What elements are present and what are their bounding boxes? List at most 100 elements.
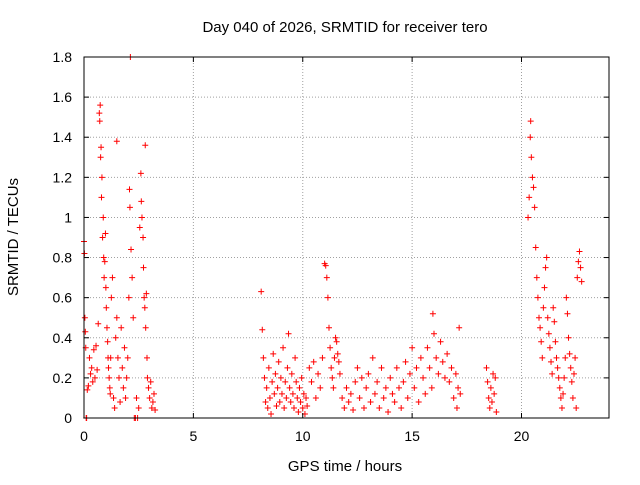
data-point — [574, 274, 581, 281]
data-point — [289, 390, 296, 397]
data-point — [270, 350, 277, 357]
data-point — [492, 374, 499, 381]
data-point — [152, 406, 159, 413]
data-point — [113, 138, 120, 145]
data-point — [448, 364, 455, 371]
data-point — [378, 364, 385, 371]
data-point — [527, 134, 534, 141]
data-point — [140, 264, 147, 271]
data-point — [86, 354, 93, 361]
data-point — [557, 394, 564, 401]
data-point — [286, 384, 293, 391]
data-point — [527, 118, 534, 125]
y-tick-label: 0.6 — [53, 290, 73, 306]
data-point — [562, 354, 569, 361]
data-point — [567, 364, 574, 371]
data-point — [577, 264, 584, 271]
data-point — [291, 404, 297, 411]
data-point — [145, 384, 152, 391]
data-point — [435, 370, 442, 377]
data-point — [148, 404, 155, 411]
data-point — [285, 330, 292, 337]
data-point — [114, 354, 121, 361]
data-point — [450, 394, 457, 401]
data-point — [365, 370, 372, 377]
data-point — [563, 294, 570, 301]
data-point — [137, 170, 144, 177]
data-point — [488, 398, 495, 405]
data-point — [315, 370, 322, 377]
data-point — [107, 354, 114, 361]
data-point — [417, 354, 424, 361]
grid-layer — [84, 57, 609, 418]
y-tick-label: 1.2 — [53, 169, 73, 185]
data-point — [144, 354, 150, 361]
data-point — [411, 384, 418, 391]
data-point — [415, 398, 422, 405]
data-point — [262, 398, 269, 405]
data-point — [142, 324, 149, 331]
data-point — [389, 390, 396, 397]
data-point — [126, 204, 133, 211]
data-point — [387, 374, 394, 381]
data-point — [345, 398, 352, 405]
data-point — [324, 294, 331, 301]
data-point — [147, 378, 154, 385]
data-point — [112, 334, 119, 341]
data-point — [380, 394, 387, 401]
data-point — [556, 384, 563, 391]
data-point — [108, 294, 115, 301]
data-point — [335, 358, 342, 365]
data-point — [98, 174, 105, 181]
data-point — [125, 294, 132, 301]
data-point — [352, 378, 359, 385]
data-point — [565, 334, 572, 341]
data-point — [354, 364, 361, 371]
data-point — [317, 384, 324, 391]
data-point — [138, 198, 145, 205]
chart-title: Day 040 of 2026, SRMTID for receiver ter… — [202, 19, 487, 36]
y-tick-label: 0.2 — [53, 370, 73, 386]
data-point — [105, 364, 112, 371]
data-point — [536, 314, 542, 321]
data-point — [552, 338, 559, 345]
data-point — [546, 344, 553, 351]
data-point — [281, 404, 288, 411]
data-point — [299, 404, 306, 411]
data-point — [97, 102, 104, 109]
y-tick-label: 1.8 — [53, 49, 73, 65]
data-point — [296, 384, 303, 391]
data-point — [268, 410, 275, 417]
x-tick-label: 10 — [295, 428, 311, 444]
data-point — [343, 384, 350, 391]
data-point — [576, 248, 583, 255]
data-point — [124, 354, 131, 361]
data-point — [120, 384, 127, 391]
data-point — [140, 234, 147, 241]
data-point — [298, 374, 305, 381]
data-point — [274, 384, 281, 391]
data-point — [278, 390, 285, 397]
data-point — [263, 384, 270, 391]
data-point — [350, 406, 357, 413]
y-tick-label: 0 — [64, 410, 72, 426]
x-tick-label: 20 — [514, 428, 530, 444]
data-point — [538, 338, 545, 345]
data-point — [88, 364, 95, 371]
data-point — [371, 390, 378, 397]
data-point — [110, 394, 117, 401]
data-point — [119, 364, 126, 371]
data-point — [555, 374, 562, 381]
data-point — [541, 284, 548, 291]
y-tick-label: 1 — [64, 209, 72, 225]
data-point — [453, 404, 460, 411]
data-point — [568, 378, 575, 385]
data-point — [87, 370, 94, 377]
data-point — [292, 354, 299, 361]
data-point — [545, 330, 552, 337]
data-point — [528, 154, 535, 161]
data-point — [484, 378, 491, 385]
data-point — [483, 364, 490, 371]
data-point — [575, 258, 582, 265]
